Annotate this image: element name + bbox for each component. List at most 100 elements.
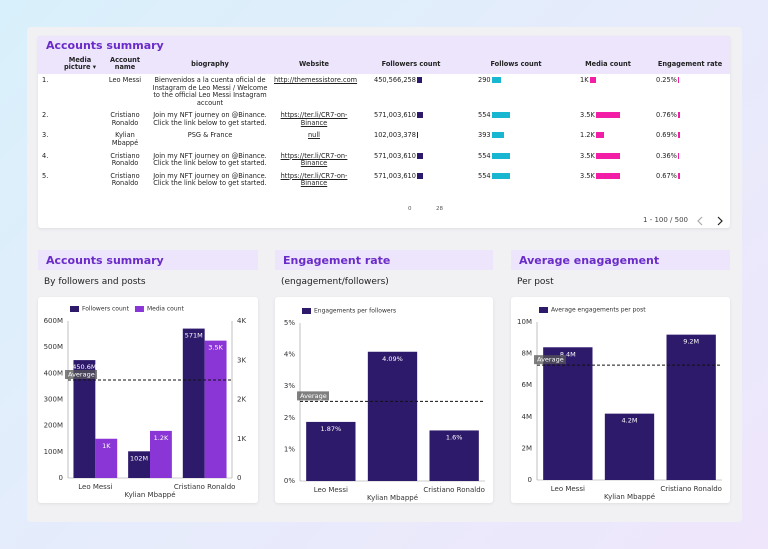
scroll-label: 0 [408, 206, 412, 212]
website-link[interactable]: https://ter.li/CR7-on-Binance [280, 171, 348, 188]
account-name: Cristiano Ronaldo [110, 151, 140, 168]
media-count: 3.5K [566, 170, 650, 190]
header-cell: Website [272, 54, 356, 74]
media-count: 1.2K [566, 129, 650, 149]
media-count: 1K [566, 74, 650, 109]
rank: 4. [42, 151, 49, 160]
cell-bar [595, 172, 620, 179]
cell-value: 290 [478, 76, 491, 84]
number-cell: 102,003,378 [358, 132, 464, 140]
next-page[interactable] [716, 216, 724, 226]
rank: 5. [42, 171, 49, 180]
followers-count: 571,003,610 [356, 150, 466, 170]
cell-value: 571,003,610 [374, 171, 416, 180]
panel-subtitle: By followers and posts [44, 277, 146, 287]
prev-page[interactable] [696, 216, 704, 226]
table-row: 5. Cristiano Ronaldo Join my NFT journey o… [38, 170, 730, 190]
table-title: Accounts summary [38, 36, 730, 54]
cell-value: 0.67% [656, 171, 677, 180]
account-name: Kylian Mbappé [111, 131, 139, 148]
cell-value: 3.5K [580, 111, 595, 120]
cell-value: 0.36% [656, 151, 677, 160]
number-cell: 0.25% [652, 76, 728, 85]
header-cell [38, 54, 58, 74]
engagement-rate: 0.69% [650, 129, 730, 149]
cell-bar [595, 112, 620, 119]
website-cell: null [272, 129, 356, 149]
panel-subtitle: Per post [517, 277, 554, 287]
website-cell: https://ter.li/CR7-on-Binance [272, 150, 356, 170]
account-name: Leo Messi [108, 76, 142, 84]
cell-bar [595, 152, 620, 159]
chart-card [38, 297, 258, 503]
cell-value: 450,566,258 [374, 76, 416, 84]
rank: 3. [42, 131, 49, 140]
cell-bar [589, 77, 597, 83]
cell-bar [416, 77, 422, 83]
follows-count: 393 [466, 129, 566, 149]
panel-title: Engagement rate [275, 250, 493, 270]
biography: Bienvenidos a la cuenta oficial de Insta… [152, 76, 268, 107]
cell-value: 0.25% [656, 76, 677, 84]
chart-card [275, 297, 493, 503]
cell-value: 393 [478, 131, 491, 140]
engagement-rate: 0.67% [650, 170, 730, 190]
number-cell: 3.5K [568, 172, 648, 181]
biography: Join my NFT journey on @Binance. Click t… [153, 151, 267, 168]
table-row: 4. Cristiano Ronaldo Join my NFT journey o… [38, 150, 730, 170]
website-link[interactable]: https://ter.li/CR7-on-Binance [280, 111, 348, 127]
number-cell: 290 [468, 76, 564, 85]
follows-count: 554 [466, 150, 566, 170]
cell-bar [595, 132, 605, 139]
cell-bar [677, 112, 681, 119]
chart-card [511, 297, 730, 503]
number-cell: 393 [468, 132, 564, 140]
header-cell: Media count [566, 54, 650, 74]
accounts-table: Media picture ▾ Account name biography Webs… [38, 54, 730, 190]
biography: Join my NFT journey on @Binance. Click t… [153, 111, 267, 127]
pagination: 1 - 100 / 500 [643, 216, 688, 224]
header-cell: Account name [102, 54, 148, 74]
number-cell: 0.67% [652, 171, 728, 181]
number-cell: 450,566,258 [358, 76, 464, 85]
header-cell: biography [148, 54, 272, 74]
followers-count: 102,003,378 [356, 129, 466, 149]
website-link[interactable]: null [307, 131, 321, 140]
table-row: 1. Leo Messi Bienvenidos a la cuenta ofici… [38, 74, 730, 109]
cell-value: 102,003,378 [374, 131, 416, 140]
panel-title: Average enagagement [511, 250, 730, 270]
rank: 2. [42, 111, 49, 120]
engagement-rate: 0.76% [650, 109, 730, 129]
website-cell: https://ter.li/CR7-on-Binance [272, 109, 356, 129]
cell-bar [677, 132, 681, 139]
website-link[interactable]: https://ter.li/CR7-on-Binance [280, 151, 348, 168]
engagement-rate: 0.36% [650, 150, 730, 170]
website-link[interactable]: http://themessistore.com [274, 76, 358, 84]
cell-value: 554 [478, 111, 491, 120]
account-name: Cristiano Ronaldo [110, 171, 140, 188]
number-cell: 571,003,610 [358, 171, 464, 181]
number-cell: 0.69% [652, 132, 728, 140]
table-row: 2. Cristiano Ronaldo Join my NFT journey o… [38, 109, 730, 129]
header-cell: Engagement rate [650, 54, 730, 74]
follows-count: 554 [466, 170, 566, 190]
media-count: 3.5K [566, 150, 650, 170]
biography: PSG & France [187, 131, 233, 140]
cell-bar [677, 172, 681, 179]
cell-bar [416, 112, 423, 119]
cell-value: 1.2K [580, 131, 595, 140]
header-cell: Media picture ▾ [58, 54, 102, 74]
number-cell: 1.2K [568, 132, 648, 140]
table-row: 3. Kylian Mbappé PSG & France null 102,003,3… [38, 129, 730, 149]
cell-bar [491, 112, 510, 119]
cell-value: 571,003,610 [374, 111, 416, 120]
media-count: 3.5K [566, 109, 650, 129]
header-cell: Follows count [466, 54, 566, 74]
account-name: Cristiano Ronaldo [110, 111, 140, 127]
number-cell: 554 [468, 172, 564, 181]
media-picture [58, 170, 102, 190]
media-picture [58, 129, 102, 149]
cell-bar [677, 77, 679, 83]
followers-count: 571,003,610 [356, 109, 466, 129]
media-picture [58, 150, 102, 170]
